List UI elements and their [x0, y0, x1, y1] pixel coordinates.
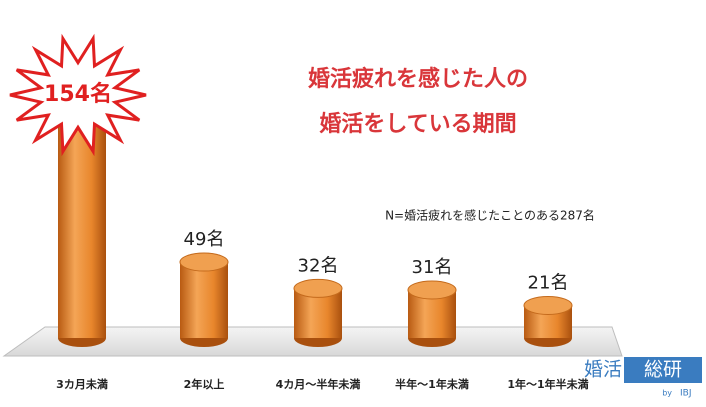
value-label: 49名 — [184, 229, 225, 250]
value-label: 21名 — [528, 272, 569, 293]
logo-box — [624, 357, 702, 383]
chart-title: 婚活をしている期間 — [319, 111, 516, 137]
logo-text: 総研 — [644, 359, 682, 381]
x-tick-label: 3カ月未満 — [56, 377, 108, 391]
logo-by: by — [662, 389, 672, 398]
bar-top — [179, 252, 229, 272]
x-tick-label: 1年〜1年半未満 — [507, 377, 588, 391]
logo: 婚活 総研 by IBJ — [584, 357, 702, 399]
logo-brand: IBJ — [680, 389, 691, 399]
value-label: 154名 — [44, 81, 112, 107]
starburst — [9, 33, 147, 157]
value-label: 31名 — [412, 257, 453, 278]
annotation: N=婚活疲れを感じたことのある287名 — [385, 208, 595, 223]
bar-top — [407, 280, 457, 300]
bar-top — [293, 278, 343, 298]
logo-text: 婚活 — [584, 359, 622, 381]
bar — [180, 262, 228, 338]
x-tick-label: 2年以上 — [184, 377, 225, 391]
chart-title: 婚活疲れを感じた人の — [308, 66, 528, 92]
value-label: 32名 — [298, 255, 339, 276]
x-tick-label: 半年〜1年未満 — [395, 377, 469, 391]
bar-top — [523, 295, 573, 315]
x-tick-label: 4カ月〜半年未満 — [276, 377, 361, 391]
